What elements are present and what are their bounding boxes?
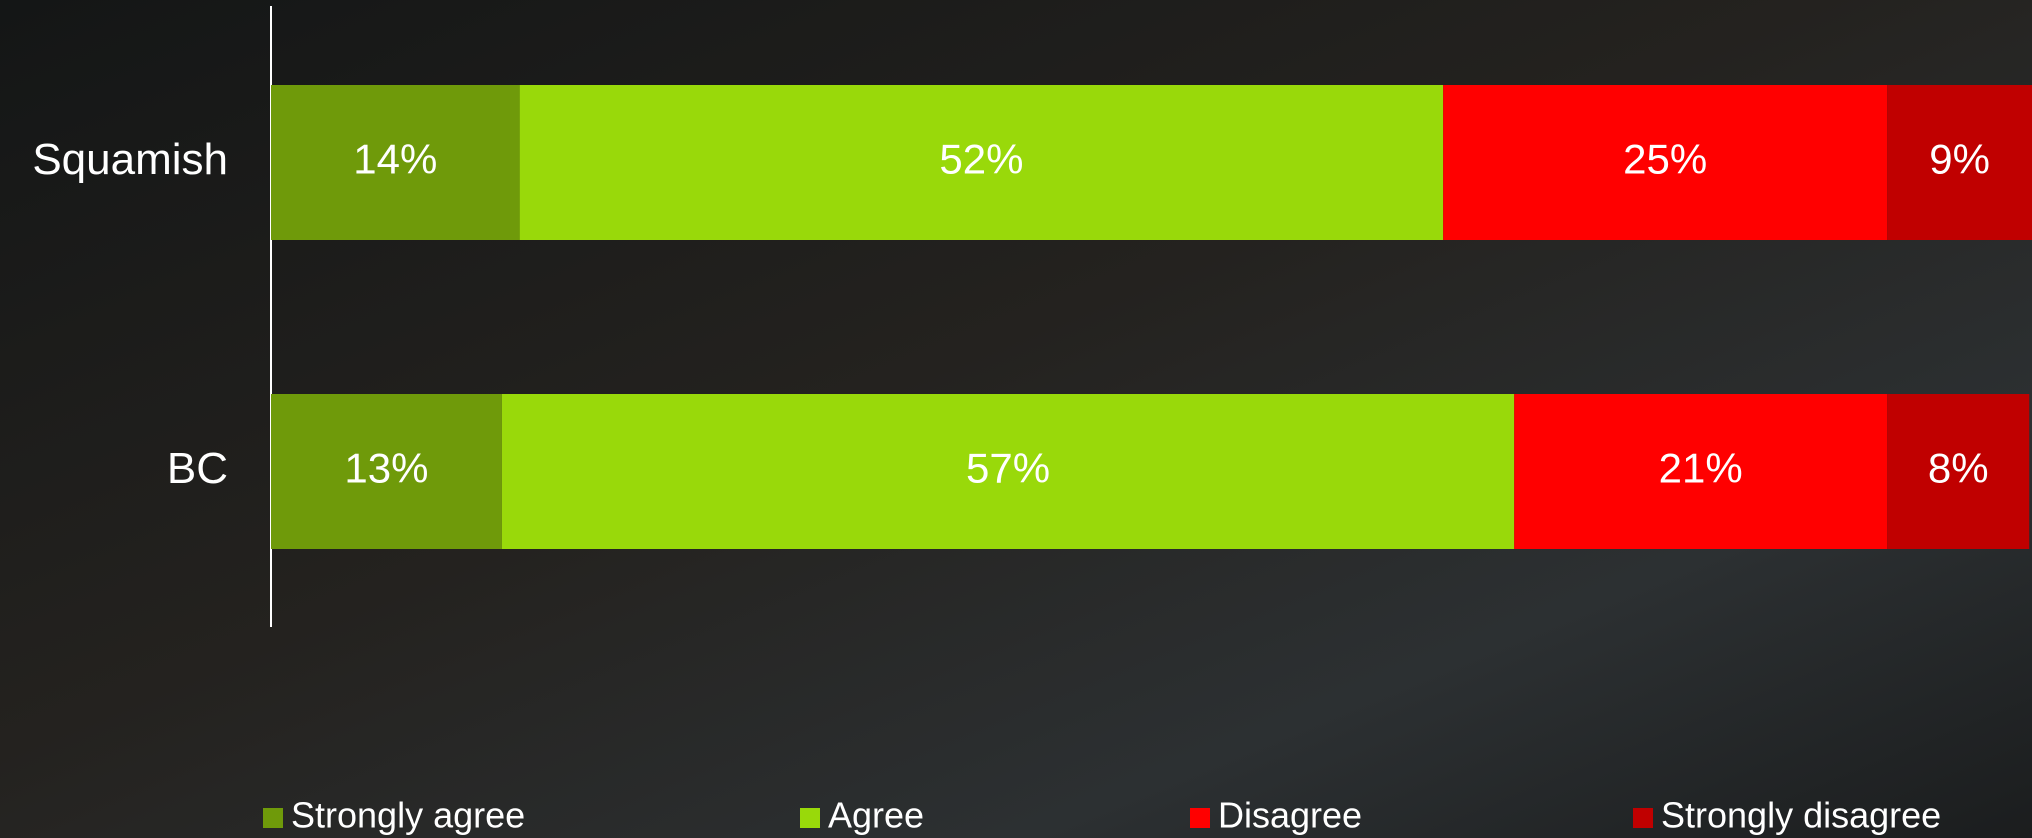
value-label: 13% <box>344 445 428 492</box>
legend-label: Strongly disagree <box>1661 795 1941 836</box>
legend-label: Disagree <box>1218 795 1362 836</box>
bar-segment <box>519 85 1444 240</box>
legend-label: Agree <box>828 795 924 836</box>
category-label: BC <box>167 444 228 493</box>
legend-swatch <box>1190 808 1210 828</box>
value-label: 8% <box>1928 445 1989 492</box>
bar-segment <box>271 85 520 240</box>
legend-swatch <box>263 808 283 828</box>
bar-segment <box>271 394 502 549</box>
bar-segment <box>1887 85 2032 240</box>
legend-label: Strongly agree <box>291 795 525 836</box>
value-label: 57% <box>966 445 1050 492</box>
value-label: 21% <box>1659 445 1743 492</box>
value-label: 52% <box>939 136 1023 183</box>
bar-segment <box>1443 85 1888 240</box>
value-label: 25% <box>1623 136 1707 183</box>
bar-segment <box>1514 394 1888 549</box>
value-label: 9% <box>1929 136 1990 183</box>
bar-segment <box>501 394 1515 549</box>
legend-swatch <box>1633 808 1653 828</box>
category-label: Squamish <box>32 135 228 184</box>
value-label: 14% <box>353 136 437 183</box>
legend-swatch <box>800 808 820 828</box>
bar-segment <box>1887 394 2030 549</box>
